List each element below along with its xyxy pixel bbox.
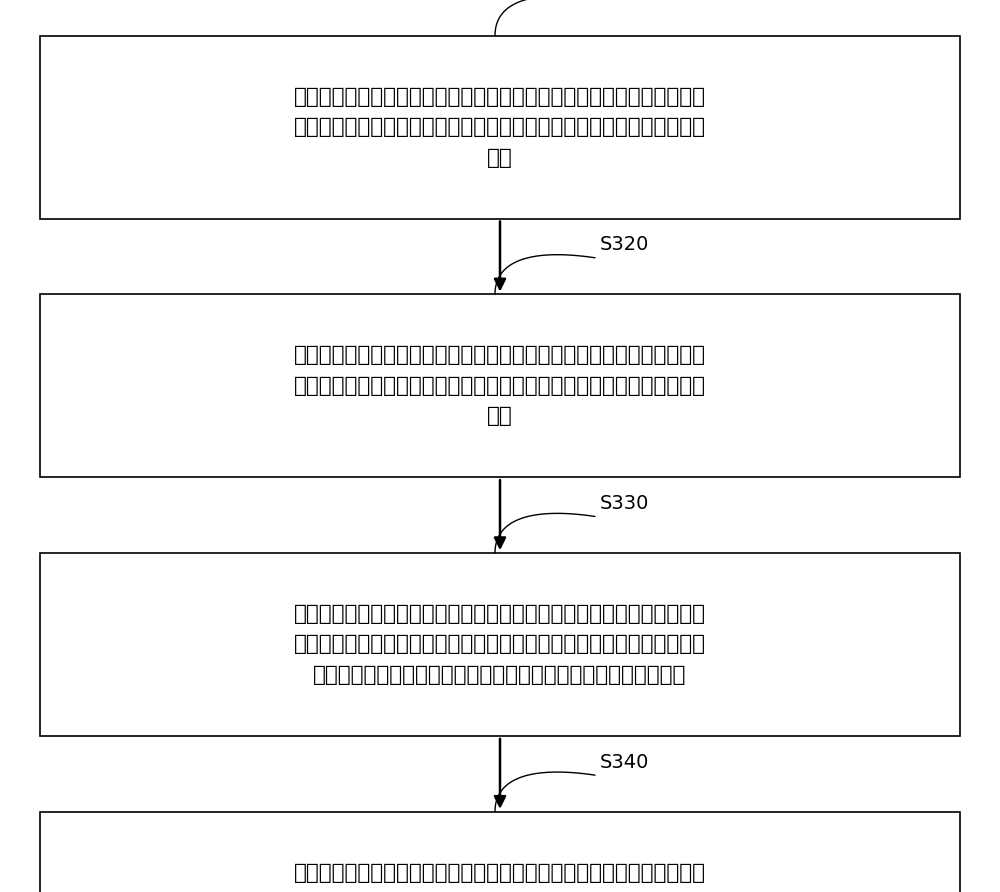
Text: S340: S340 (600, 753, 649, 772)
Text: 基于预设测试参数控制电源设备给待测器件上电时，采用瞬态结温监测模
型处理待测器件的壳温和功率损耗，得到待测器件处于开启阶段的第一类
结温: 基于预设测试参数控制电源设备给待测器件上电时，采用瞬态结温监测模 型处理待测器件… (294, 87, 706, 168)
Bar (40, 36, 960, 219)
Text: S330: S330 (600, 494, 649, 513)
Text: 在监测到降温时长计时结束、且待测器件的结温的降低值达到预设值时，
对测试次数累加一次，并基于预设测试参数控制电源设备给待测器件上电
，直至测试次数达到预设次数或: 在监测到降温时长计时结束、且待测器件的结温的降低值达到预设值时， 对测试次数累加… (294, 863, 706, 892)
Bar (40, 812, 960, 892)
Text: 在监测到升温时长计时结束、且待测器件的结温的增加值达到预设值时，
控制电源设备向待测器件输入小电流，采用小电流温敏参数模型处理待测
器件的输出电压变化量，得到待: 在监测到升温时长计时结束、且待测器件的结温的增加值达到预设值时， 控制电源设备向… (294, 604, 706, 685)
Text: S320: S320 (600, 235, 649, 254)
Bar (40, 294, 960, 477)
Bar (40, 553, 960, 736)
Text: 在监测到上电后的待测器件运行稳定时，采用大电流温敏参数模型处理待
测器件的输出电流值和输出电压值，得到待测器件处于导通阶段的第二类
结温: 在监测到上电后的待测器件运行稳定时，采用大电流温敏参数模型处理待 测器件的输出电… (294, 345, 706, 426)
